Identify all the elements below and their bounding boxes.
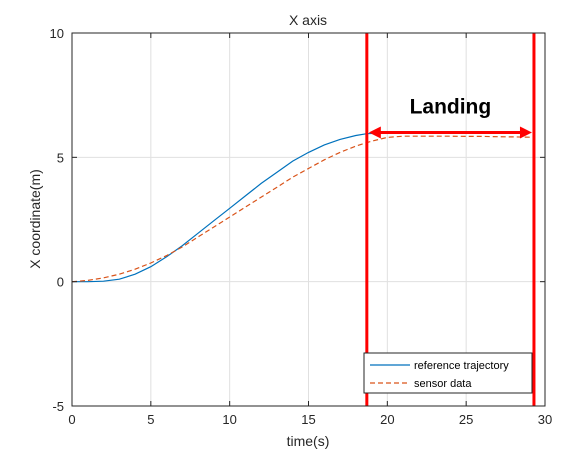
y-tick-label: -5 (52, 399, 64, 414)
x-tick-label: 25 (459, 412, 473, 427)
landing-arrow-head-left (368, 126, 381, 139)
series-line-sensor-data (71, 135, 535, 283)
legend-label-reference: reference trajectory (414, 360, 509, 372)
legend-label-sensor: sensor data (414, 378, 472, 390)
series-layer (71, 132, 535, 283)
x-tick-label: 30 (538, 412, 552, 427)
x-tick-label: 0 (68, 412, 75, 427)
x-tick-label: 10 (222, 412, 236, 427)
y-tick-label: 0 (57, 275, 64, 290)
landing-label: Landing (410, 95, 492, 118)
legend-box (363, 352, 533, 394)
series-line-reference-trajectory (72, 132, 388, 283)
legend: reference trajectory sensor data (363, 352, 533, 394)
y-tick-label: 10 (50, 26, 64, 41)
annotation-layer: Landing (365, 33, 536, 406)
ticks: 0 5 10 15 20 25 30 -5 0 5 10 (50, 26, 553, 427)
landing-arrow-head-right (519, 126, 532, 139)
y-axis-title: X coordinate(m) (27, 169, 43, 269)
x-tick-label: 20 (380, 412, 394, 427)
y-tick-label: 5 (57, 150, 64, 165)
x-axis-title: time(s) (287, 433, 330, 449)
chart-title: X axis (289, 12, 327, 28)
x-tick-label: 15 (301, 412, 315, 427)
x-tick-label: 5 (147, 412, 154, 427)
